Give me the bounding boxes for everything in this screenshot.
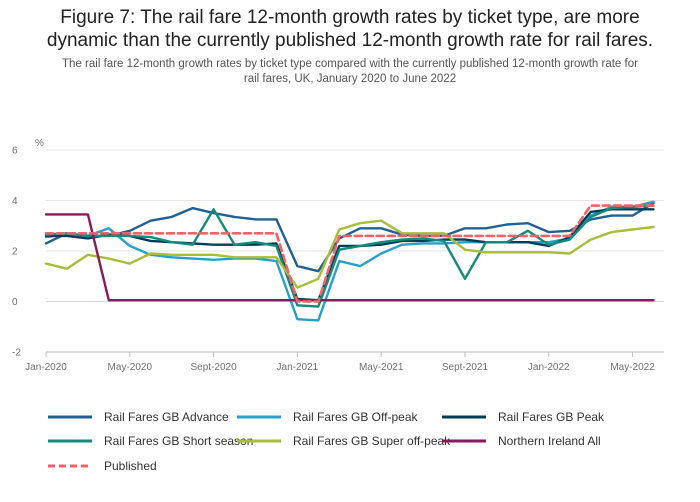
y-axis-label: % (35, 138, 44, 149)
x-tick-label: May-2021 (359, 362, 404, 373)
legend-item-published[interactable]: Published (48, 459, 157, 473)
legend-label: Rail Fares GB Super off-peak (293, 434, 451, 448)
x-tick-label: May-2020 (108, 362, 153, 373)
x-tick-label: Sept-2021 (442, 362, 489, 373)
chart-title: Figure 7: The rail fare 12-month growth … (0, 6, 700, 52)
x-tick-label: Jan-2022 (528, 362, 570, 373)
legend-label: Northern Ireland All (498, 434, 601, 448)
series-lines (44, 200, 655, 322)
legend-label: Rail Fares GB Off-peak (293, 410, 418, 424)
gridlines (46, 149, 664, 353)
series-line-northern-ireland-all (44, 213, 655, 302)
legend-item-rail-fares-gb-off-peak[interactable]: Rail Fares GB Off-peak (237, 410, 418, 424)
series-line-published (44, 204, 655, 303)
x-tick-label: May-2022 (610, 362, 655, 373)
legend-label: Rail Fares GB Short season (104, 434, 253, 448)
legend: Rail Fares GB Advance Rail Fares GB Off-p… (48, 410, 605, 473)
y-tick-label: 2 (12, 247, 18, 258)
legend-item-rail-fares-gb-super-off-peak[interactable]: Rail Fares GB Super off-peak (237, 434, 451, 448)
chart-title-line-2: dynamic than the currently published 12-… (46, 30, 654, 51)
chart-subtitle-line-1: The rail fare 12-month growth rates by t… (62, 58, 638, 70)
y-tick-label: 0 (12, 297, 18, 308)
chart-subtitle: The rail fare 12-month growth rates by t… (20, 57, 680, 87)
axes: -2 0 2 4 6% Jan-2020 May-2020 Sept-2020 Jan-2021… (12, 138, 664, 373)
series-line-rail-fares-gb-short-season (44, 204, 655, 308)
series-line-rail-fares-gb-advance (44, 201, 655, 273)
legend-label: Rail Fares GB Peak (498, 410, 605, 424)
chart-title-line-1: Figure 7: The rail fare 12-month growth … (60, 7, 640, 28)
y-tick-label: 4 (12, 196, 18, 207)
legend-label: Published (104, 459, 157, 473)
legend-item-rail-fares-gb-peak[interactable]: Rail Fares GB Peak (442, 410, 605, 424)
series-line-rail-fares-gb-off-peak (44, 200, 655, 322)
legend-item-rail-fares-gb-advance[interactable]: Rail Fares GB Advance (48, 410, 229, 424)
legend-item-rail-fares-gb-short-season[interactable]: Rail Fares GB Short season (48, 434, 253, 448)
y-tick-label: 6 (12, 146, 18, 157)
x-tick-label: Sept-2020 (191, 362, 238, 373)
y-tick-label: -2 (12, 348, 21, 359)
legend-label: Rail Fares GB Advance (104, 410, 229, 424)
chart-subtitle-line-2: rail fares, UK, January 2020 to June 202… (243, 73, 457, 85)
legend-item-northern-ireland-all[interactable]: Northern Ireland All (442, 434, 601, 448)
series-line-rail-fares-gb-super-off-peak (44, 219, 655, 289)
x-tick-label: Jan-2021 (277, 362, 319, 373)
series-line-rail-fares-gb-peak (44, 208, 655, 302)
x-tick-label: Jan-2020 (25, 362, 67, 373)
